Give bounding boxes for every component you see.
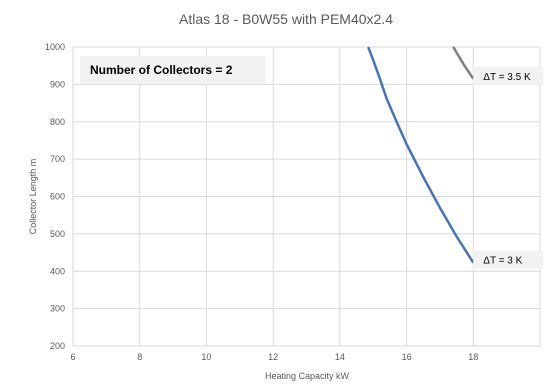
y-tick-label: 500: [50, 229, 65, 239]
y-tick-labels: 200 300 400 500 600 700 800 900 1000: [45, 42, 65, 351]
x-tick-labels: 6 8 10 12 14 16 18: [70, 352, 478, 362]
series-label-1: ΔT = 3.5 K: [483, 72, 531, 83]
x-tick-label: 8: [137, 352, 142, 362]
chart-title: Atlas 18 - B0W55 with PEM40x2.4: [179, 11, 393, 27]
series-label-bg-1: [473, 66, 544, 85]
y-tick-label: 400: [50, 266, 65, 276]
grid: [72, 46, 541, 347]
y-tick-label: 300: [50, 304, 65, 314]
x-tick-label: 12: [268, 352, 278, 362]
series-label-0: ΔT = 3 K: [483, 256, 522, 267]
y-tick-label: 900: [50, 79, 65, 89]
annotation-text: Number of Collectors = 2: [90, 63, 233, 77]
series-line-1: [452, 46, 475, 80]
y-tick-label: 600: [50, 192, 65, 202]
series-labels: ΔT = 3 K ΔT = 3.5 K: [473, 66, 544, 269]
annotation-background: [80, 56, 266, 84]
y-tick-label: 200: [50, 341, 65, 351]
x-tick-label: 16: [402, 352, 412, 362]
y-axis-label: Collector Length m: [28, 159, 38, 235]
series-label-bg-0: [473, 250, 544, 269]
x-tick-label: 6: [70, 352, 75, 362]
x-tick-label: 18: [468, 352, 478, 362]
x-axis-label: Heating Capacity kW: [265, 371, 350, 381]
y-tick-label: 800: [50, 117, 65, 127]
annotation-box: Number of Collectors = 2: [80, 56, 266, 84]
series-lines: [367, 46, 475, 264]
series-line-0: [367, 46, 475, 264]
x-tick-label: 14: [335, 352, 345, 362]
y-tick-label: 700: [50, 154, 65, 164]
y-tick-label: 1000: [45, 42, 65, 52]
x-tick-label: 10: [201, 352, 211, 362]
